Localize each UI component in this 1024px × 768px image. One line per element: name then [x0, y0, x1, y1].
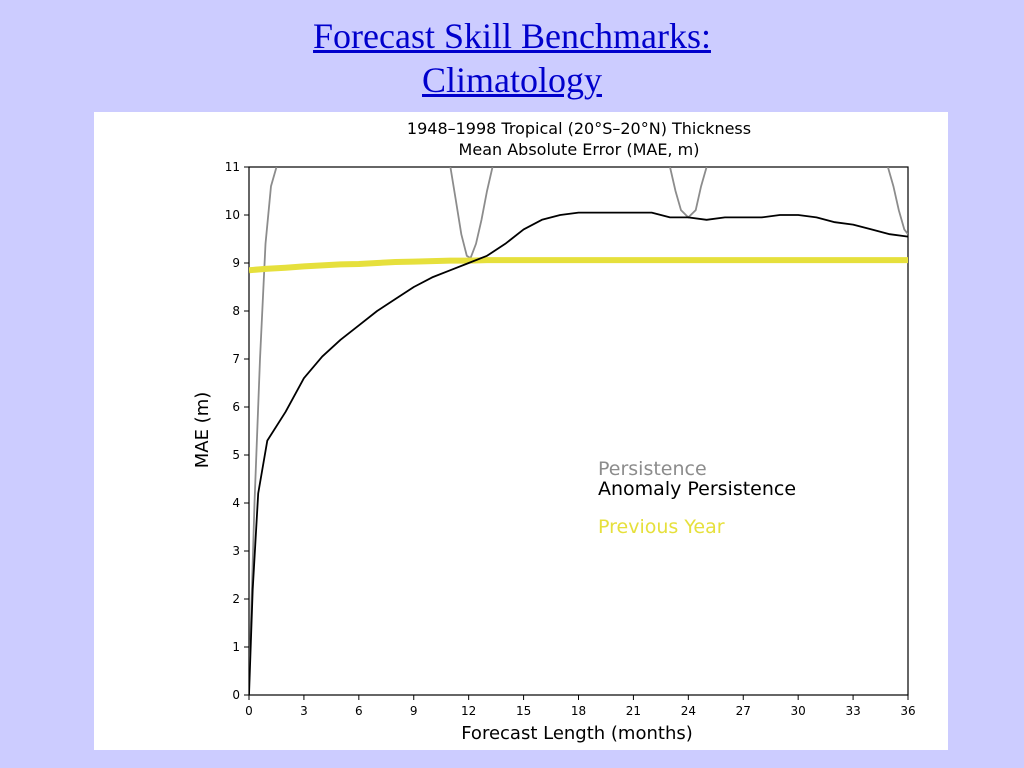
legend-previous-year: Previous Year	[598, 516, 725, 538]
legend-persistence: Persistence	[598, 458, 707, 480]
y-tick-label: 3	[232, 544, 240, 558]
y-tick-label: 5	[232, 448, 240, 462]
plot-area	[249, 167, 908, 695]
chart-title: 1948–1998 Tropical (20°S–20°N) Thickness	[407, 119, 751, 138]
y-tick-label: 9	[232, 256, 240, 270]
x-axis-label: Forecast Length (months)	[461, 723, 693, 744]
y-tick-label: 8	[232, 304, 240, 318]
y-tick-label: 7	[232, 352, 240, 366]
x-tick-label: 0	[245, 704, 253, 718]
y-tick-label: 0	[232, 688, 240, 702]
series-persistence-line	[669, 167, 708, 219]
slide-title: Forecast Skill Benchmarks: Climatology	[0, 14, 1024, 102]
y-axis-label: MAE (m)	[192, 392, 213, 469]
x-tick-label: 21	[626, 704, 641, 718]
plot-frame	[248, 166, 909, 696]
x-tick-label: 33	[845, 704, 860, 718]
slide-title-line-2[interactable]: Climatology	[422, 60, 602, 100]
x-tick-label: 15	[516, 704, 531, 718]
y-tick-label: 4	[232, 496, 240, 510]
x-tick-label: 18	[571, 704, 586, 718]
chart-subtitle: Mean Absolute Error (MAE, m)	[459, 140, 700, 159]
x-tick-label: 30	[791, 704, 806, 718]
series-persistence-line	[249, 167, 278, 686]
series-previous-year-line	[249, 257, 908, 274]
x-tick-label: 6	[355, 704, 363, 718]
series-persistence-line	[449, 167, 494, 260]
x-tick-label: 3	[300, 704, 308, 718]
x-tick-label: 9	[410, 704, 418, 718]
series-persistence-line	[887, 167, 908, 235]
x-tick-label: 12	[461, 704, 476, 718]
y-tick-label: 2	[232, 592, 240, 606]
x-tick-label: 24	[681, 704, 696, 718]
chart-figure: 1948–1998 Tropical (20°S–20°N) Thickness…	[94, 112, 948, 750]
legend-anomaly-persistence: Anomaly Persistence	[598, 478, 796, 500]
line-chart: 1948–1998 Tropical (20°S–20°N) Thickness…	[192, 119, 916, 744]
x-tick-label: 27	[736, 704, 751, 718]
y-tick-label: 1	[232, 640, 240, 654]
y-tick-label: 6	[232, 400, 240, 414]
slide-title-line-1[interactable]: Forecast Skill Benchmarks:	[313, 16, 711, 56]
y-tick-label: 10	[225, 208, 240, 222]
x-tick-label: 36	[900, 704, 915, 718]
series-anomaly-persistence-line	[249, 211, 908, 695]
y-tick-label: 11	[225, 160, 240, 174]
